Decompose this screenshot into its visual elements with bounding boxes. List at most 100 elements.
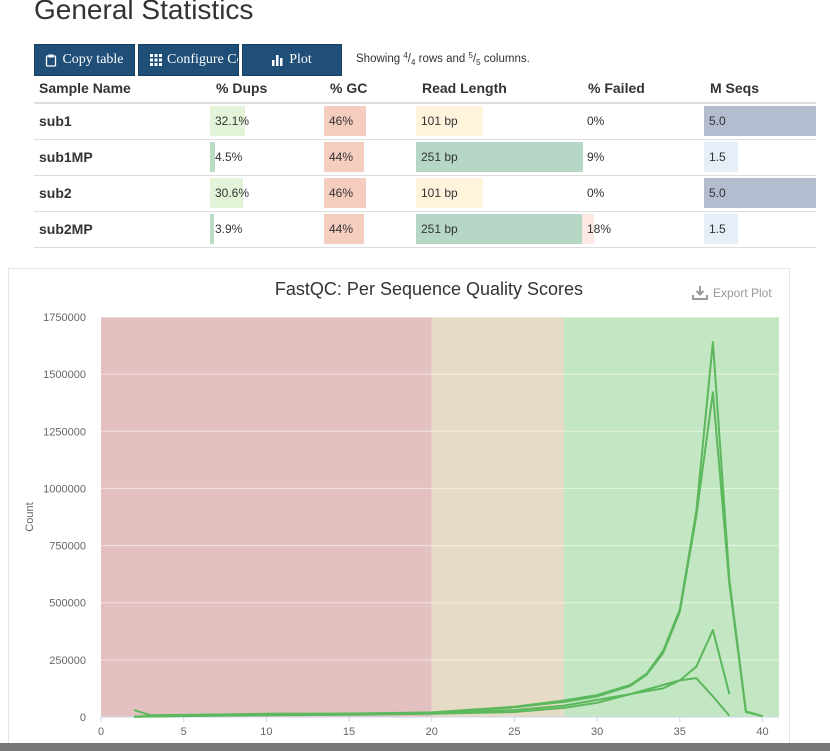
length-value: 101 bp xyxy=(421,114,458,128)
gc-value: 46% xyxy=(329,186,354,200)
gc-bar xyxy=(324,214,364,244)
dups-cell: 4.5% xyxy=(210,142,246,172)
gc-value: 44% xyxy=(329,222,354,236)
y-tick-label: 0 xyxy=(80,712,86,724)
mseqs-bar xyxy=(704,142,738,172)
y-tick-label: 250000 xyxy=(49,655,86,667)
header-dups[interactable]: % Dups xyxy=(216,80,268,96)
configure-columns-button[interactable]: Configure Columns xyxy=(138,44,239,76)
gc-bar xyxy=(324,178,366,208)
x-tick-label: 5 xyxy=(181,726,187,738)
y-tick-label: 1750000 xyxy=(43,312,86,324)
export-plot-button[interactable]: Export Plot xyxy=(692,286,772,300)
window-bottom-edge xyxy=(0,743,830,751)
copy-table-button[interactable]: Copy table xyxy=(34,44,135,76)
grid-icon xyxy=(150,54,162,66)
header-gc[interactable]: % GC xyxy=(330,80,368,96)
y-tick-label: 1500000 xyxy=(43,369,86,381)
mseqs-bar xyxy=(704,214,738,244)
failed-cell: 0% xyxy=(582,178,704,208)
export-plot-label: Export Plot xyxy=(713,286,772,300)
configure-columns-label: Configure Columns xyxy=(167,52,238,67)
gc-value: 46% xyxy=(329,114,354,128)
mseqs-bar xyxy=(704,106,816,136)
length-value: 251 bp xyxy=(421,222,458,236)
table-row: sub2 30.6% 46% 101 bp 0% 5.0 xyxy=(34,176,816,212)
header-mseqs[interactable]: M Seqs xyxy=(710,80,760,96)
clipboard-icon xyxy=(46,54,57,67)
plot-button[interactable]: Plot xyxy=(242,44,342,76)
failed-bar xyxy=(582,214,595,244)
y-axis-label: Count xyxy=(24,502,36,531)
x-tick-label: 0 xyxy=(98,726,104,738)
y-tick-label: 1000000 xyxy=(43,483,86,495)
y-tick-label: 1250000 xyxy=(43,426,86,438)
quality-band-2 xyxy=(564,317,779,717)
sample-name-cell: sub2 xyxy=(39,185,72,201)
chart-title: FastQC: Per Sequence Quality Scores xyxy=(274,279,584,299)
mseqs-cell: 1.5 xyxy=(704,214,816,244)
mseqs-value: 5.0 xyxy=(709,114,726,128)
dups-value: 4.5% xyxy=(215,150,243,164)
gc-bar xyxy=(324,142,364,172)
x-tick-label: 25 xyxy=(508,726,520,738)
length-value: 251 bp xyxy=(421,150,458,164)
length-cell: 251 bp xyxy=(416,214,583,244)
gc-value: 44% xyxy=(329,150,354,164)
plot-label: Plot xyxy=(289,52,312,67)
dups-cell: 30.6% xyxy=(210,178,250,208)
series-line-4 xyxy=(134,677,731,718)
download-icon xyxy=(692,286,708,300)
table-header: Sample Name % Dups % GC Read Length % Fa… xyxy=(34,76,816,104)
x-tick-label: 35 xyxy=(674,726,686,738)
dups-bar xyxy=(210,178,244,208)
length-value: 101 bp xyxy=(421,186,458,200)
header-failed[interactable]: % Failed xyxy=(588,80,645,96)
failed-value: 0% xyxy=(587,114,605,128)
length-bar xyxy=(416,142,583,172)
failed-cell: 9% xyxy=(582,142,704,172)
header-sample-name[interactable]: Sample Name xyxy=(39,80,131,96)
dups-value: 30.6% xyxy=(215,186,250,200)
quality-band-1 xyxy=(431,317,565,717)
dups-cell: 3.9% xyxy=(210,214,246,244)
bar-chart-icon xyxy=(272,55,283,66)
length-cell: 101 bp xyxy=(416,106,583,136)
length-bar xyxy=(416,214,583,244)
sample-name-cell: sub2MP xyxy=(39,221,93,237)
dups-bar xyxy=(210,106,245,136)
mseqs-value: 1.5 xyxy=(709,150,726,164)
x-tick-label: 20 xyxy=(426,726,438,738)
gc-cell: 44% xyxy=(324,142,366,172)
length-cell: 101 bp xyxy=(416,178,583,208)
gc-cell: 46% xyxy=(324,106,366,136)
dups-bar xyxy=(210,142,216,172)
x-tick-label: 30 xyxy=(591,726,603,738)
table-row: sub2MP 3.9% 44% 251 bp 18% 1.5 xyxy=(34,212,816,248)
table-body: sub1 32.1% 46% 101 bp 0% 5.0 sub1MP 4.5% 44% 251 … xyxy=(34,104,816,248)
failed-value: 18% xyxy=(587,222,612,236)
length-bar xyxy=(416,106,483,136)
y-tick-label: 750000 xyxy=(49,541,86,553)
length-bar xyxy=(416,178,483,208)
length-cell: 251 bp xyxy=(416,142,583,172)
gc-bar xyxy=(324,106,366,136)
mseqs-bar xyxy=(704,178,816,208)
page-title: General Statistics xyxy=(34,0,254,25)
sample-name-cell: sub1MP xyxy=(39,149,93,165)
failed-value: 9% xyxy=(587,150,605,164)
table-row: sub1MP 4.5% 44% 251 bp 9% 1.5 xyxy=(34,140,816,176)
dups-value: 32.1% xyxy=(215,114,250,128)
copy-table-label: Copy table xyxy=(62,52,124,67)
header-read-length[interactable]: Read Length xyxy=(422,80,507,96)
dups-bar xyxy=(210,214,215,244)
gc-cell: 44% xyxy=(324,214,366,244)
mseqs-cell: 5.0 xyxy=(704,106,816,136)
gc-cell: 46% xyxy=(324,178,366,208)
general-stats-table: Sample Name % Dups % GC Read Length % Fa… xyxy=(34,76,816,248)
dups-value: 3.9% xyxy=(215,222,243,236)
showing-status: Showing 4/4 rows and 5/5 columns. xyxy=(356,51,530,67)
y-tick-label: 500000 xyxy=(49,598,86,610)
mseqs-value: 5.0 xyxy=(709,186,726,200)
